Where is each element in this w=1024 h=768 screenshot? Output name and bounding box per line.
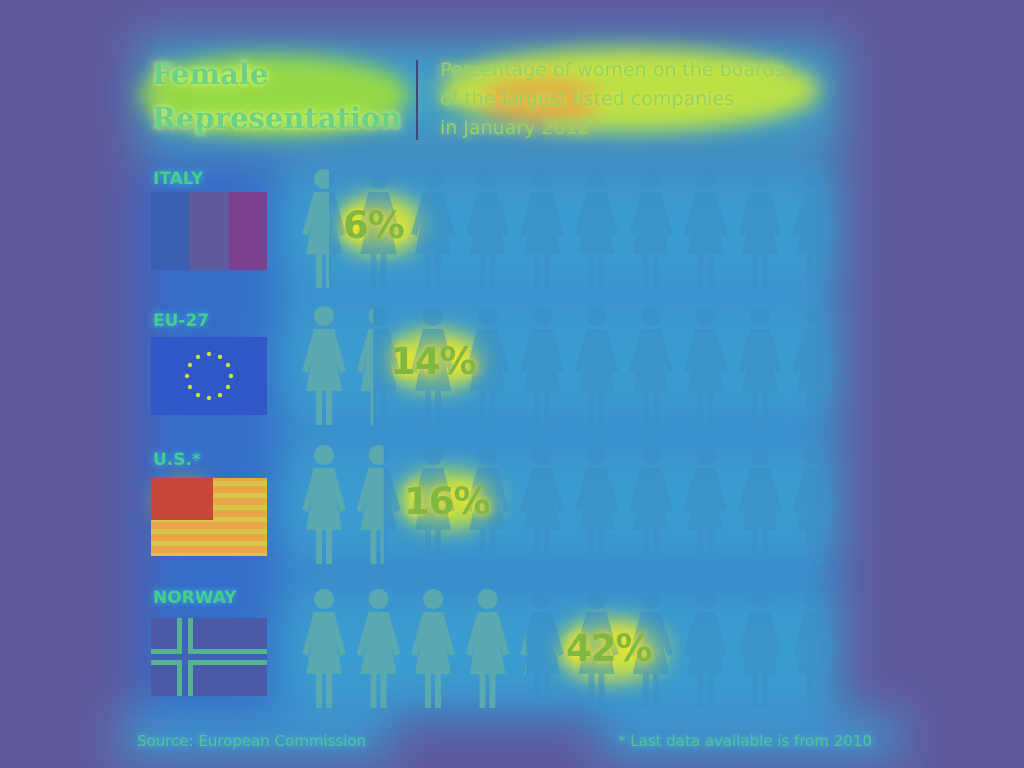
source-note: Source: European Commission bbox=[137, 732, 367, 750]
subtitle-line-3: in January 2012 bbox=[440, 117, 590, 139]
figure-empty-eu bbox=[683, 306, 728, 425]
figure-empty-norway bbox=[520, 589, 564, 708]
norway-flag-icon bbox=[151, 618, 267, 696]
figure-empty-italy bbox=[792, 169, 837, 288]
figure-filled-us bbox=[302, 445, 346, 564]
figure-filled-norway bbox=[356, 589, 401, 708]
figure-filled-us bbox=[356, 445, 384, 564]
chart-title: Female Representation bbox=[152, 52, 401, 140]
figure-empty-norway bbox=[738, 589, 782, 708]
figure-empty-italy bbox=[683, 169, 728, 288]
figure-empty-norway bbox=[629, 589, 673, 708]
value-label-italy: 6% bbox=[343, 204, 405, 247]
figure-empty-eu bbox=[520, 306, 564, 425]
figure-empty-us bbox=[792, 445, 837, 564]
figure-filled-norway bbox=[302, 589, 346, 708]
figure-filled-norway bbox=[465, 589, 510, 708]
title-line-1: Female bbox=[152, 57, 269, 91]
chart-subtitle: Percentage of women on the boards of the… bbox=[440, 56, 840, 143]
figure-empty-italy bbox=[574, 169, 619, 288]
country-label-italy: ITALY bbox=[153, 169, 204, 189]
figure-filled-italy bbox=[302, 169, 330, 288]
country-label-norway: NORWAY bbox=[153, 588, 237, 608]
figure-empty-italy bbox=[520, 169, 564, 288]
figure-empty-italy bbox=[465, 169, 510, 288]
value-label-us: 16% bbox=[404, 480, 491, 523]
figure-empty-us bbox=[629, 445, 673, 564]
value-label-eu: 14% bbox=[390, 340, 477, 383]
figure-empty-us bbox=[738, 445, 782, 564]
subtitle-line-1: Percentage of women on the boards bbox=[440, 59, 785, 81]
country-label-us: U.S.* bbox=[153, 450, 201, 470]
us-flag-icon bbox=[151, 478, 267, 556]
figure-empty-italy bbox=[411, 169, 455, 288]
figure-empty-us bbox=[411, 445, 455, 564]
figure-empty-italy bbox=[738, 169, 782, 288]
figure-empty-eu bbox=[629, 306, 673, 425]
figure-empty-eu bbox=[465, 306, 510, 425]
figure-empty-us bbox=[520, 445, 564, 564]
figure-empty-eu bbox=[411, 306, 455, 425]
figure-filled-norway bbox=[520, 631, 527, 674]
figure-empty-us bbox=[574, 445, 619, 564]
figure-empty-eu bbox=[792, 306, 837, 425]
title-line-2: Representation bbox=[152, 101, 402, 135]
eu-flag-icon bbox=[151, 337, 267, 415]
footnote: * Last data available is from 2010 bbox=[618, 732, 872, 750]
figure-empty-italy bbox=[356, 169, 401, 288]
country-label-eu: EU-27 bbox=[153, 311, 210, 331]
figure-empty-norway bbox=[683, 589, 728, 708]
subtitle-line-2: of the largest listed companies bbox=[440, 88, 734, 110]
figure-empty-norway bbox=[574, 589, 619, 708]
figure-empty-us bbox=[465, 445, 510, 564]
figure-empty-norway bbox=[792, 589, 837, 708]
italy-flag-icon bbox=[151, 192, 267, 270]
figure-empty-us bbox=[683, 445, 728, 564]
figure-filled-eu bbox=[356, 307, 374, 425]
figure-filled-norway bbox=[411, 589, 455, 708]
title-divider bbox=[416, 60, 418, 140]
figure-empty-eu bbox=[574, 306, 619, 425]
value-label-norway: 42% bbox=[566, 627, 653, 670]
figure-empty-italy bbox=[629, 169, 673, 288]
figure-filled-eu bbox=[302, 306, 346, 425]
figure-empty-eu bbox=[738, 306, 782, 425]
